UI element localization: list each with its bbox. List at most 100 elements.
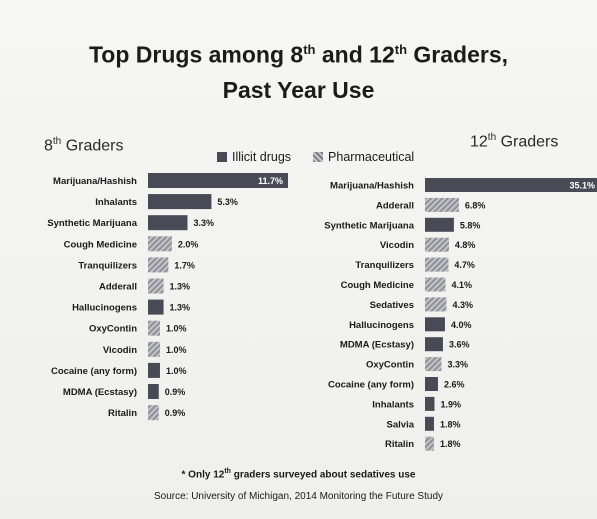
value-label-12th: 1.8% [440,439,461,449]
footnote-sup: th [224,468,231,475]
bar-8th-illicit [148,362,160,378]
title-part3: Graders, [407,41,509,68]
bar-8th-illicit [148,173,288,188]
category-label-8th: Inhalants [95,197,137,208]
category-label-12th: Cocaine (any form) [328,380,414,391]
category-label-8th: Cough Medicine [64,239,137,250]
title-sup2: th [394,42,408,57]
panel-title-8th-rest: Graders [61,137,124,155]
value-label-8th: 1.0% [166,366,187,376]
panel-title-12th-sup: th [487,132,497,143]
category-label-8th: Ritalin [108,408,137,419]
category-label-8th: OxyContin [89,324,137,335]
category-label-12th: Marijuana/Hashish [330,181,414,192]
category-label-8th: Marijuana/Hashish [53,176,137,187]
bar-8th-pharmaceutical [148,278,164,294]
value-label-12th: 1.8% [440,419,461,429]
category-label-12th: Vicodin [380,240,414,251]
legend-label-pharmaceutical: Pharmaceutical [328,150,415,164]
value-label-12th: 4.3% [452,300,473,310]
value-label-8th: 0.9% [165,387,186,397]
bar-8th-illicit [148,215,188,231]
value-label-8th: 1.3% [170,282,191,292]
category-label-8th: Hallucinogens [72,303,137,314]
legend-swatch-pharmaceutical [313,152,324,162]
bar-8th-illicit [148,194,212,210]
panel-title-8th: 8th Graders [44,136,124,155]
chart-12th-graders: Marijuana/Hashish 35.1% Adderall 6.8% Synthe… [324,178,597,451]
category-label-12th: Adderall [376,200,414,211]
value-label-12th: 3.3% [447,360,468,370]
bar-12th-illicit [425,178,597,192]
title-sup1: th [303,42,316,57]
category-label-8th: Tranquilizers [78,260,137,271]
category-label-8th: Vicodin [103,345,137,356]
panel-title-12th-base: 12 [470,133,488,151]
category-label-8th: Adderall [99,282,137,293]
value-label-8th: 1.7% [174,260,195,270]
category-label-12th: Cough Medicine [341,280,414,291]
category-label-12th: Sedatives [370,300,414,311]
bar-12th-illicit [425,377,438,391]
value-label-12th: 4.7% [454,260,475,270]
bar-12th-illicit [425,396,435,411]
category-label-12th: Inhalants [372,399,414,410]
source-note: Source: University of Michigan, 2014 Mon… [153,491,444,502]
value-label-8th: 3.3% [193,218,214,228]
bar-8th-pharmaceutical [148,257,169,273]
footnote: * Only 12th graders surveyed about sedat… [0,468,597,480]
bar-12th-illicit [425,337,443,352]
legend-label-illicit: Illicit drugs [232,150,292,164]
panel-title-8th-sup: th [52,136,62,147]
panel-title-12th: 12th Graders [470,132,558,151]
chart-8th-graders: Marijuana/Hashish 11.7% Inhalants 5.3% Synth… [47,173,288,421]
value-label-12th: 2.6% [444,380,465,390]
title-part1: Top Drugs among 8 [88,41,304,68]
value-label-8th: 0.9% [165,408,186,418]
value-label-12th: 6.8% [465,200,486,210]
category-label-12th: Hallucinogens [349,320,414,331]
panel-title-8th-base: 8 [44,137,53,155]
legend-item-illicit: Illicit drugs [217,150,291,164]
bar-12th-pharmaceutical [425,257,449,272]
value-label-8th: 2.0% [178,239,199,249]
footnote-prefix: * Only 12 [181,469,225,481]
bar-8th-pharmaceutical [148,341,160,357]
bar-12th-pharmaceutical [425,357,442,372]
value-label-12th: 3.6% [449,340,470,350]
category-label-12th: Salvia [387,419,415,430]
bar-12th-pharmaceutical [425,277,446,292]
category-label-8th: MDMA (Ecstasy) [63,387,137,398]
value-label-8th: 1.0% [166,324,187,334]
value-label-12th: 5.8% [460,220,481,230]
value-label-8th: 1.0% [166,345,187,355]
bar-12th-pharmaceutical [425,197,459,212]
value-label-12th: 4.8% [455,240,476,250]
value-label-8th: 5.3% [217,197,238,207]
value-label-8th: 1.3% [170,303,191,313]
bar-8th-pharmaceutical [148,236,172,252]
legend-item-pharmaceutical: Pharmaceutical [313,150,414,164]
category-label-12th: MDMA (Ecstasy) [340,340,414,351]
value-label-12th: 4.0% [451,320,472,330]
title-line2: Past Year Use [222,76,375,103]
category-label-12th: OxyContin [366,360,414,371]
bar-8th-pharmaceutical [148,320,160,336]
value-label-12th: 1.9% [440,399,461,409]
bar-8th-pharmaceutical [148,405,159,421]
legend-swatch-illicit [217,152,227,162]
bar-12th-illicit [425,217,454,232]
category-label-12th: Ritalin [385,439,414,450]
bar-12th-illicit [425,416,434,431]
value-label-8th: 11.7% [258,176,283,186]
value-label-12th: 35.1% [569,181,595,191]
value-label-12th: 4.1% [451,280,472,290]
bar-8th-illicit [148,299,164,315]
category-label-8th: Cocaine (any form) [51,366,137,377]
bar-8th-illicit [148,384,159,399]
panel-title-12th-rest: Graders [496,133,559,151]
slide-title: Top Drugs among 8th and 12th Graders, Pa… [0,32,597,108]
category-label-12th: Synthetic Marijuana [324,220,414,231]
